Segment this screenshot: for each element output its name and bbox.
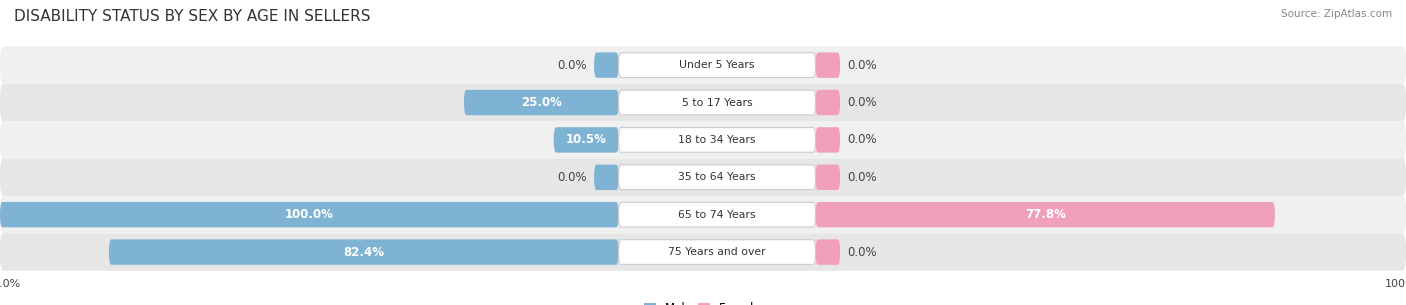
Text: Under 5 Years: Under 5 Years	[679, 60, 755, 70]
FancyBboxPatch shape	[0, 84, 1406, 121]
Text: 100.0%: 100.0%	[285, 208, 333, 221]
Text: Source: ZipAtlas.com: Source: ZipAtlas.com	[1281, 9, 1392, 19]
Text: 0.0%: 0.0%	[557, 171, 588, 184]
FancyBboxPatch shape	[0, 121, 1406, 159]
FancyBboxPatch shape	[619, 202, 815, 227]
FancyBboxPatch shape	[0, 46, 1406, 84]
FancyBboxPatch shape	[815, 165, 841, 190]
Text: 75 Years and over: 75 Years and over	[668, 247, 766, 257]
Text: 35 to 64 Years: 35 to 64 Years	[678, 172, 756, 182]
FancyBboxPatch shape	[815, 127, 841, 152]
FancyBboxPatch shape	[593, 52, 619, 78]
Text: 0.0%: 0.0%	[557, 59, 588, 72]
Text: 0.0%: 0.0%	[846, 246, 877, 259]
FancyBboxPatch shape	[815, 239, 841, 265]
FancyBboxPatch shape	[619, 90, 815, 115]
FancyBboxPatch shape	[108, 239, 619, 265]
FancyBboxPatch shape	[619, 127, 815, 152]
Text: 0.0%: 0.0%	[846, 133, 877, 146]
FancyBboxPatch shape	[619, 240, 815, 264]
FancyBboxPatch shape	[619, 53, 815, 77]
FancyBboxPatch shape	[554, 127, 619, 152]
Text: 18 to 34 Years: 18 to 34 Years	[678, 135, 756, 145]
FancyBboxPatch shape	[464, 90, 619, 115]
FancyBboxPatch shape	[815, 52, 841, 78]
Text: 82.4%: 82.4%	[343, 246, 384, 259]
FancyBboxPatch shape	[0, 196, 1406, 233]
Text: 0.0%: 0.0%	[846, 96, 877, 109]
Text: DISABILITY STATUS BY SEX BY AGE IN SELLERS: DISABILITY STATUS BY SEX BY AGE IN SELLE…	[14, 9, 371, 24]
Text: 0.0%: 0.0%	[846, 59, 877, 72]
FancyBboxPatch shape	[815, 90, 841, 115]
FancyBboxPatch shape	[815, 202, 1275, 228]
FancyBboxPatch shape	[593, 165, 619, 190]
Legend: Male, Female: Male, Female	[640, 297, 766, 305]
Text: 0.0%: 0.0%	[846, 171, 877, 184]
FancyBboxPatch shape	[0, 233, 1406, 271]
FancyBboxPatch shape	[619, 165, 815, 190]
Text: 77.8%: 77.8%	[1025, 208, 1066, 221]
Text: 10.5%: 10.5%	[565, 133, 606, 146]
FancyBboxPatch shape	[0, 202, 619, 228]
Text: 65 to 74 Years: 65 to 74 Years	[678, 210, 756, 220]
Text: 25.0%: 25.0%	[520, 96, 562, 109]
FancyBboxPatch shape	[0, 159, 1406, 196]
Text: 5 to 17 Years: 5 to 17 Years	[682, 98, 752, 108]
